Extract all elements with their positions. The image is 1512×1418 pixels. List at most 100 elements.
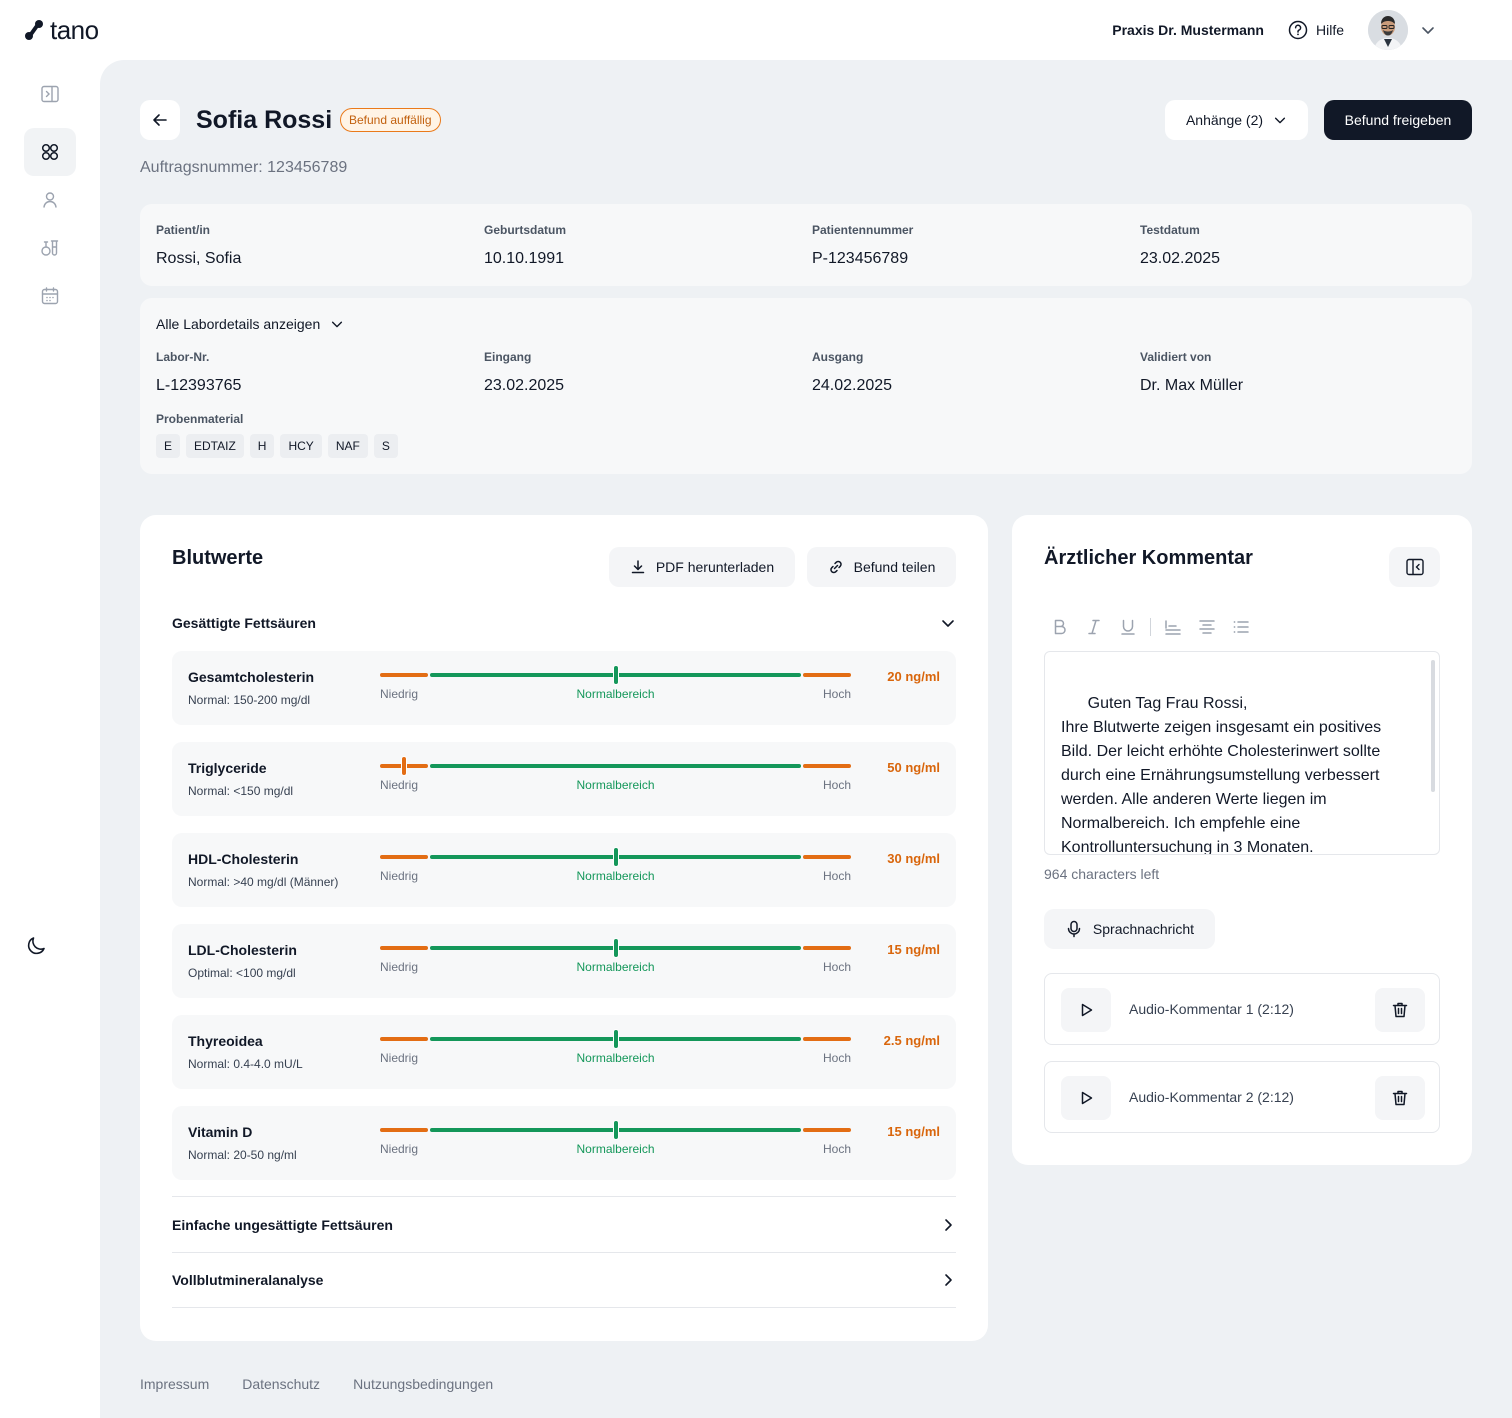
field-label: Testdatum bbox=[1140, 223, 1200, 237]
align-left-button[interactable] bbox=[1161, 615, 1185, 639]
panel-toggle-icon bbox=[41, 85, 59, 103]
sidebar-item-dashboard[interactable] bbox=[24, 128, 76, 176]
sample-chip: EDTAIZ bbox=[186, 434, 244, 458]
blood-value-reference: Optimal: <100 mg/dl bbox=[188, 966, 296, 980]
section-title: Vollblutmineralanalyse bbox=[172, 1272, 324, 1288]
section-monounsaturated-fatty-acids[interactable]: Einfache ungesättigte Fettsäuren bbox=[172, 1196, 956, 1252]
audio-comment-item: Audio-Kommentar 2 (2:12) bbox=[1044, 1061, 1440, 1133]
logo[interactable]: tano bbox=[24, 16, 99, 44]
blood-value-row[interactable]: Vitamin D Normal: 20-50 ng/ml Niedrig Norma… bbox=[172, 1106, 956, 1180]
blood-value-row[interactable]: HDL-Cholesterin Normal: >40 mg/dl (Männer… bbox=[172, 833, 956, 907]
gauge-label-high: Hoch bbox=[822, 687, 851, 701]
lab-field: Validiert von Dr. Max Müller bbox=[1140, 350, 1243, 395]
sidebar-item-panel-toggle[interactable] bbox=[24, 70, 76, 118]
gauge-marker bbox=[612, 938, 619, 958]
chevron-right-icon bbox=[945, 1274, 952, 1286]
align-center-icon bbox=[1199, 620, 1215, 634]
sidebar-item-patients[interactable] bbox=[24, 176, 76, 224]
sample-chips: E EDTAIZ H HCY NAF S bbox=[156, 434, 398, 458]
theme-toggle-button[interactable] bbox=[10, 922, 62, 970]
range-gauge: Niedrig Normalbereich Hoch bbox=[380, 847, 851, 891]
user-icon bbox=[43, 192, 57, 208]
blood-value-result: 15 ng/ml bbox=[887, 942, 940, 957]
comment-textarea[interactable]: Guten Tag Frau Rossi, Ihre Blutwerte zei… bbox=[1044, 651, 1440, 855]
section-whole-blood-mineral-analysis[interactable]: Vollblutmineralanalyse bbox=[172, 1252, 956, 1308]
field-label: Labor-Nr. bbox=[156, 350, 210, 364]
sample-chip: HCY bbox=[280, 434, 322, 458]
gauge-label-high: Hoch bbox=[822, 1142, 851, 1156]
attachments-dropdown[interactable]: Anhänge (2) bbox=[1165, 100, 1308, 140]
chevron-down-icon bbox=[332, 321, 343, 328]
blood-values-panel: Blutwerte PDF herunterladen Befund teile… bbox=[140, 515, 988, 1341]
play-icon bbox=[1081, 1091, 1093, 1105]
lab-details-card: Alle Labordetails anzeigen Labor-Nr. L-1… bbox=[140, 298, 1472, 474]
info-field: Patientennummer P-123456789 bbox=[812, 223, 913, 268]
blood-value-row[interactable]: Thyreoidea Normal: 0.4-4.0 mU/L Niedrig Nor… bbox=[172, 1015, 956, 1089]
footer-link-impressum[interactable]: Impressum bbox=[140, 1376, 210, 1392]
back-button[interactable] bbox=[140, 100, 180, 140]
field-value: 24.02.2025 bbox=[812, 377, 893, 394]
blood-value-reference: Normal: <150 mg/dl bbox=[188, 784, 294, 798]
help-icon bbox=[1288, 20, 1308, 40]
italic-icon bbox=[1088, 619, 1100, 635]
delete-audio-button[interactable] bbox=[1375, 988, 1425, 1032]
delete-audio-button[interactable] bbox=[1375, 1076, 1425, 1120]
sidebar bbox=[0, 60, 100, 1418]
pdf-download-button[interactable]: PDF herunterladen bbox=[609, 547, 795, 587]
comment-title: Ärztlicher Kommentar bbox=[1044, 547, 1253, 569]
range-gauge: Niedrig Normalbereich Hoch bbox=[380, 756, 851, 800]
align-center-button[interactable] bbox=[1195, 615, 1219, 639]
gauge-label-low: Niedrig bbox=[380, 1051, 419, 1065]
share-report-button[interactable]: Befund teilen bbox=[807, 547, 956, 587]
field-label: Patientennummer bbox=[812, 223, 914, 237]
blood-values-title: Blutwerte bbox=[172, 547, 264, 569]
field-label: Geburtsdatum bbox=[484, 223, 567, 237]
voice-message-button[interactable]: Sprachnachricht bbox=[1044, 909, 1215, 949]
footer-link-terms[interactable]: Nutzungsbedingungen bbox=[353, 1376, 494, 1392]
underline-icon bbox=[1121, 619, 1135, 635]
play-button[interactable] bbox=[1061, 988, 1111, 1032]
gauge-marker bbox=[612, 1029, 619, 1049]
gauge-label-low: Niedrig bbox=[380, 687, 419, 701]
share-report-label: Befund teilen bbox=[853, 559, 936, 575]
panel-collapse-icon bbox=[1405, 558, 1424, 576]
help-button[interactable]: Hilfe bbox=[1288, 20, 1344, 40]
underline-button[interactable] bbox=[1116, 615, 1140, 639]
info-field: Geburtsdatum 10.10.1991 bbox=[484, 223, 566, 268]
sidebar-item-calendar[interactable] bbox=[24, 272, 76, 320]
lab-details-toggle[interactable]: Alle Labordetails anzeigen bbox=[156, 316, 344, 332]
lab-field: Labor-Nr. L-12393765 bbox=[156, 350, 241, 395]
blood-value-row[interactable]: LDL-Cholesterin Optimal: <100 mg/dl Niedri… bbox=[172, 924, 956, 998]
blood-value-name: Triglyceride bbox=[188, 760, 267, 776]
gauge-segment-low bbox=[380, 855, 428, 859]
section-saturated-fatty-acids[interactable]: Gesättigte Fettsäuren bbox=[172, 611, 956, 635]
chevron-down-icon[interactable] bbox=[1420, 22, 1436, 38]
status-badge: Befund auffällig bbox=[340, 108, 441, 132]
collapse-panel-button[interactable] bbox=[1389, 547, 1440, 587]
gauge-label-mid: Normalbereich bbox=[576, 869, 655, 883]
lab-field: Eingang 23.02.2025 bbox=[484, 350, 564, 395]
sample-chip: H bbox=[249, 434, 275, 458]
blood-value-row[interactable]: Triglyceride Normal: <150 mg/dl Niedrig Nor… bbox=[172, 742, 956, 816]
blood-value-name: LDL-Cholesterin bbox=[188, 942, 297, 958]
field-value: 23.02.2025 bbox=[484, 377, 565, 394]
gauge-marker bbox=[400, 756, 407, 776]
textarea-scrollbar[interactable] bbox=[1431, 660, 1435, 792]
sidebar-item-lab[interactable] bbox=[24, 224, 76, 272]
gauge-segment-high bbox=[803, 764, 851, 768]
moon-icon bbox=[27, 937, 45, 955]
play-button[interactable] bbox=[1061, 1076, 1111, 1120]
italic-button[interactable] bbox=[1082, 615, 1106, 639]
bullet-list-button[interactable] bbox=[1229, 615, 1253, 639]
blood-value-result: 2.5 ng/ml bbox=[883, 1033, 940, 1048]
page-title: Sofia Rossi bbox=[196, 106, 333, 134]
field-value: 10.10.1991 bbox=[484, 250, 565, 267]
footer-link-privacy[interactable]: Datenschutz bbox=[242, 1376, 321, 1392]
range-gauge: Niedrig Normalbereich Hoch bbox=[380, 1120, 851, 1164]
release-report-button[interactable]: Befund freigeben bbox=[1324, 100, 1472, 140]
avatar[interactable] bbox=[1368, 10, 1408, 50]
blood-value-row[interactable]: Gesamtcholesterin Normal: 150-200 mg/dl Ni… bbox=[172, 651, 956, 725]
help-label: Hilfe bbox=[1315, 22, 1344, 38]
bold-button[interactable] bbox=[1048, 615, 1072, 639]
align-left-icon bbox=[1165, 620, 1181, 635]
